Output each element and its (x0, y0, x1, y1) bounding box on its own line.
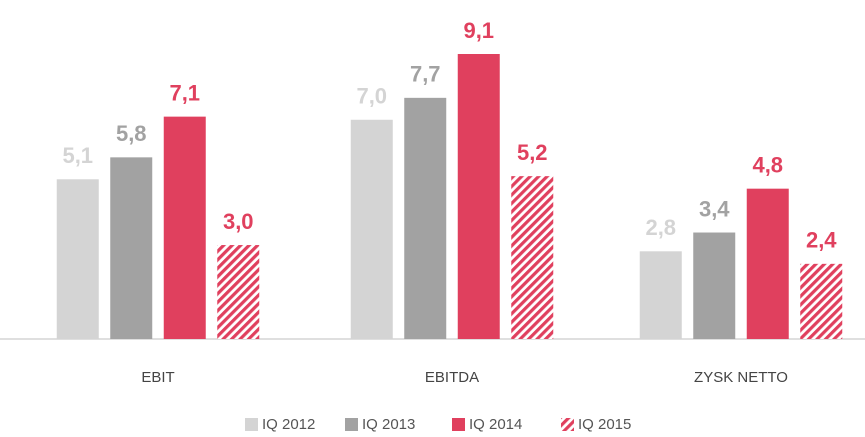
legend-swatch (345, 418, 358, 431)
bar (746, 188, 789, 339)
data-label: 7,7 (410, 62, 441, 87)
legend-label: IQ 2015 (578, 416, 631, 433)
legend-swatch (561, 418, 574, 431)
data-label: 5,8 (116, 121, 147, 146)
x-tick-label: ZYSK NETTO (694, 369, 788, 386)
data-label: 9,1 (463, 18, 494, 43)
data-label: 5,2 (517, 140, 548, 165)
data-label: 7,1 (169, 80, 200, 105)
legend-swatch (245, 418, 258, 431)
data-label: 5,1 (62, 143, 93, 168)
x-tick-label: EBIT (141, 369, 174, 386)
bar (800, 263, 843, 339)
bar (110, 157, 153, 339)
bar (404, 97, 447, 339)
legend-label: IQ 2013 (362, 416, 415, 433)
legend-label: IQ 2014 (469, 416, 522, 433)
data-label: 2,4 (806, 228, 837, 253)
data-label: 3,4 (699, 196, 730, 221)
bar (56, 179, 99, 339)
bar (639, 251, 682, 339)
data-label: 7,0 (356, 84, 387, 109)
data-label: 4,8 (752, 152, 783, 177)
bar (350, 119, 393, 340)
legend-label: IQ 2012 (262, 416, 315, 433)
x-tick-label: EBITDA (425, 369, 479, 386)
bar (693, 232, 736, 339)
legend-swatch (452, 418, 465, 431)
bar (217, 245, 260, 339)
bar (163, 116, 206, 339)
bar (457, 54, 500, 339)
data-label: 3,0 (223, 209, 254, 234)
data-label: 2,8 (645, 215, 676, 240)
bar (511, 176, 554, 339)
